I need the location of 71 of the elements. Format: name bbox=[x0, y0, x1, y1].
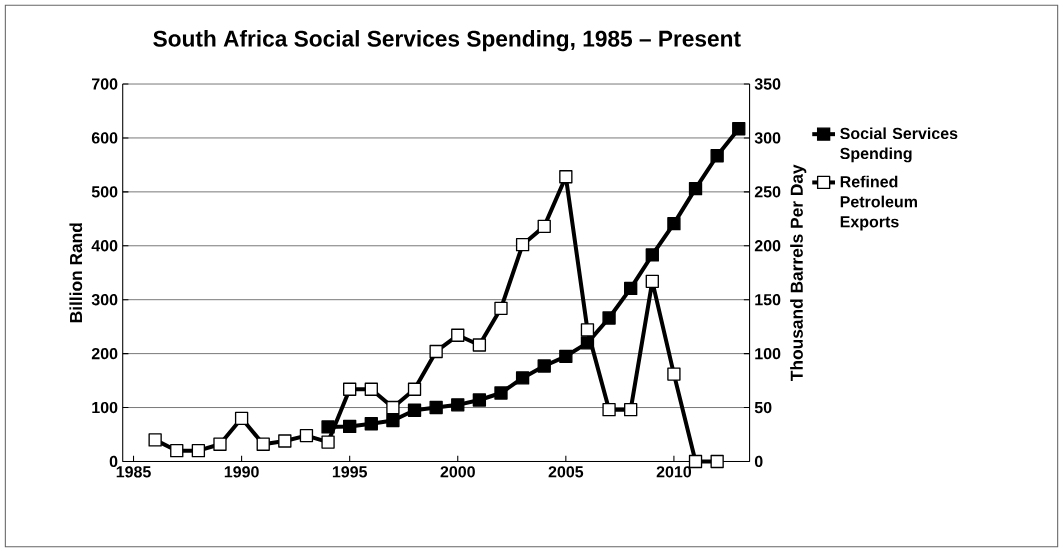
point bbox=[667, 216, 681, 231]
point bbox=[407, 382, 422, 396]
point bbox=[343, 382, 357, 396]
y-tick-label: 500 bbox=[91, 186, 118, 198]
point bbox=[645, 274, 659, 288]
point bbox=[515, 371, 530, 385]
point bbox=[364, 416, 378, 431]
point bbox=[537, 219, 551, 233]
point bbox=[494, 386, 508, 400]
y-tick-label: 400 bbox=[91, 240, 118, 252]
point bbox=[624, 281, 638, 295]
point bbox=[451, 328, 465, 342]
point bbox=[321, 435, 335, 449]
point bbox=[688, 181, 703, 196]
y-tick-label: 700 bbox=[91, 78, 118, 90]
y-tick-label: 300 bbox=[91, 293, 118, 306]
x-tick-label: 2000 bbox=[440, 466, 475, 478]
point bbox=[559, 170, 573, 184]
y2-tick-label: 250 bbox=[754, 186, 781, 198]
point bbox=[364, 382, 378, 396]
point bbox=[472, 338, 487, 352]
point bbox=[494, 301, 508, 315]
point bbox=[580, 323, 595, 337]
x-tick-label: 1990 bbox=[224, 466, 259, 478]
y-tick-label: 600 bbox=[91, 132, 118, 144]
point bbox=[429, 344, 443, 359]
point bbox=[667, 367, 681, 381]
point bbox=[602, 402, 616, 417]
point bbox=[299, 428, 314, 443]
point bbox=[234, 411, 249, 425]
y-tick-label: 0 bbox=[109, 455, 118, 468]
point bbox=[472, 393, 487, 407]
point bbox=[170, 443, 184, 458]
y-axis-title: Billion Rand bbox=[69, 223, 83, 323]
chart-title: South Africa Social Services Spending, 1985 – Present bbox=[153, 29, 741, 52]
point bbox=[148, 433, 162, 447]
y2-axis-title: Thousand Barrels Per Day bbox=[790, 164, 807, 381]
y2-tick-label: 350 bbox=[754, 78, 781, 90]
point bbox=[451, 398, 465, 412]
y-tick-label: 100 bbox=[92, 401, 118, 414]
point bbox=[732, 122, 746, 136]
point bbox=[645, 248, 659, 262]
point bbox=[559, 349, 573, 363]
y2-tick-label: 100 bbox=[755, 347, 781, 360]
y2-tick-label: 300 bbox=[754, 132, 781, 144]
point bbox=[278, 434, 292, 448]
y2-tick-label: 150 bbox=[755, 293, 781, 306]
x-tick-label: 2005 bbox=[548, 466, 584, 478]
point bbox=[213, 437, 227, 451]
y2-tick-label: 200 bbox=[754, 240, 781, 252]
x-tick-label: 2010 bbox=[656, 466, 692, 478]
point bbox=[191, 443, 206, 458]
y2-tick-label: 0 bbox=[754, 455, 763, 468]
point bbox=[386, 413, 400, 428]
point bbox=[515, 237, 530, 252]
point bbox=[343, 419, 357, 434]
y-tick-label: 200 bbox=[91, 347, 118, 360]
x-tick-label: 1995 bbox=[332, 466, 368, 478]
point bbox=[537, 359, 551, 373]
point bbox=[256, 437, 270, 451]
point bbox=[386, 400, 400, 415]
point bbox=[624, 402, 638, 417]
x-tick-label: 1985 bbox=[116, 466, 151, 478]
point bbox=[602, 311, 616, 325]
legend-label: Social Services Spending bbox=[840, 127, 958, 163]
point bbox=[710, 148, 724, 163]
legend-label: Refined Petroleum Exports bbox=[840, 175, 917, 231]
y2-tick-label: 50 bbox=[754, 401, 772, 414]
point bbox=[710, 454, 724, 469]
point bbox=[407, 403, 422, 417]
point bbox=[429, 400, 443, 415]
